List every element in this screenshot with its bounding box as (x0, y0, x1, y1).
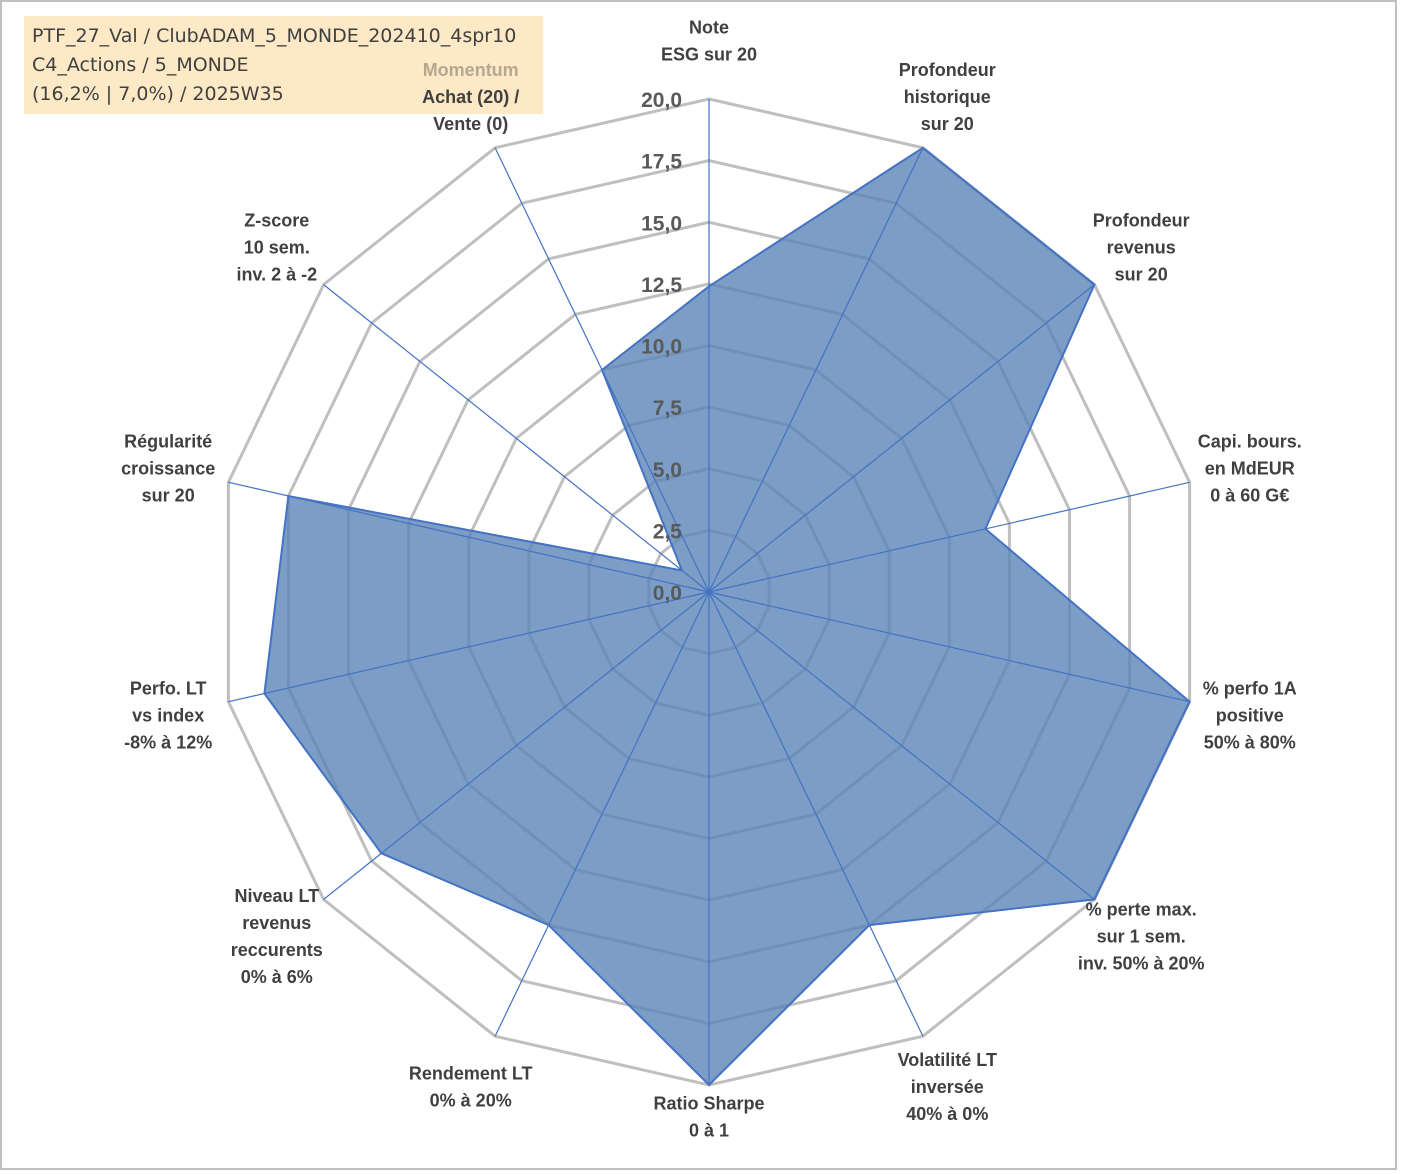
axis-label-group: Régularité croissance sur 20 (121, 432, 215, 506)
axis-label: reccurents (231, 940, 323, 960)
axis-label: 0 à 1 (689, 1121, 729, 1141)
axis-spoke (494, 147, 710, 593)
axis-label: Volatilité LT (898, 1050, 997, 1070)
axis-label: Note (689, 18, 729, 38)
tick-label: 17,5 (641, 151, 682, 174)
axis-label: Vente (0) (433, 114, 508, 134)
axis-spoke (708, 147, 924, 593)
axis-label-group: Note ESG sur 20 (661, 18, 757, 65)
axis-label: Z-score (244, 210, 309, 230)
title-line-2: C4_Actions / 5_MONDE (32, 54, 249, 76)
portfolio-title-box: PTF_27_Val / ClubADAM_5_MONDE_202410_4sp… (24, 16, 543, 114)
axis-label-group: Perfo. LT vs index -8% à 12% (124, 678, 212, 752)
axis-spoke (494, 591, 710, 1037)
axis-label: vs index (132, 705, 204, 725)
axis-label: ESG sur 20 (661, 45, 757, 65)
axis-label-group: Niveau LT revenus reccurents 0% à 6% (231, 886, 323, 987)
axis-label: sur 1 sem. (1097, 927, 1186, 947)
tick-label: 15,0 (641, 212, 682, 235)
axis-label-group: Ratio Sharpe 0 à 1 (653, 1094, 764, 1141)
data-area (263, 146, 1191, 1087)
axis-label: en MdEUR (1205, 459, 1295, 479)
axis-spoke (323, 591, 710, 900)
axis-label: Momentum (423, 60, 519, 80)
axis-label-group: Capi. bours. en MdEUR 0 à 60 G€ (1198, 432, 1302, 506)
axis-spoke (228, 481, 710, 593)
axis-label: inv. 2 à -2 (236, 264, 317, 284)
axis-label-group: Volatilité LT inversée 40% à 0% (898, 1050, 997, 1124)
axis-label-group: % perfo 1A positive 50% à 80% (1203, 678, 1297, 752)
axis-label-group: Profondeur historique sur 20 (899, 60, 996, 134)
axis-label: historique (904, 87, 991, 107)
axis-label: sur 20 (921, 114, 974, 134)
axis-label: 0 à 60 G€ (1210, 486, 1289, 506)
tick-label: 0,0 (653, 582, 682, 605)
axis-label: 10 sem. (244, 237, 310, 257)
axis-label: positive (1216, 705, 1284, 725)
axis-label: Ratio Sharpe (653, 1094, 764, 1114)
axis-label: revenus (1107, 237, 1176, 257)
tick-label: 2,5 (653, 520, 683, 543)
tick-label: 7,5 (653, 397, 683, 420)
axis-label: croissance (121, 459, 215, 479)
axis-spoke (708, 591, 924, 1037)
axis-label: revenus (242, 913, 311, 933)
axis-spoke (228, 591, 710, 703)
axis-label: 50% à 80% (1204, 732, 1296, 752)
tick-label: 10,0 (641, 336, 682, 359)
axis-label: 0% à 20% (430, 1090, 512, 1110)
tick-label: 12,5 (641, 274, 682, 297)
axis-label: Profondeur (899, 60, 996, 80)
axis-label: Capi. bours. (1198, 432, 1302, 452)
title-line-3: (16,2% | 7,0%) / 2025W35 (32, 83, 284, 105)
axis-spoke (708, 591, 1190, 703)
axis-label: Achat (20) / (422, 87, 519, 107)
axis-label: Rendement LT (409, 1063, 533, 1083)
axis-label: sur 20 (142, 486, 195, 506)
axis-label: Niveau LT (234, 886, 319, 906)
axis-spoke (708, 591, 1095, 900)
axis-spoke (708, 284, 1095, 593)
axis-label: -8% à 12% (124, 732, 212, 752)
axis-label-group: Momentum Achat (20) / Vente (0) (422, 60, 519, 134)
axis-label: inversée (911, 1077, 984, 1097)
axis-label: 40% à 0% (906, 1104, 988, 1124)
axis-label-group: Z-score 10 sem. inv. 2 à -2 (236, 210, 317, 284)
axis-label-group: Profondeur revenus sur 20 (1093, 210, 1190, 284)
axis-spoke (708, 481, 1190, 593)
axis-label-group: % perte max. sur 1 sem. inv. 50% à 20% (1078, 900, 1205, 974)
axis-label: Régularité (124, 432, 212, 452)
title-line-1: PTF_27_Val / ClubADAM_5_MONDE_202410_4sp… (32, 25, 517, 47)
axis-spoke (323, 284, 710, 593)
axis-label: 0% à 6% (241, 967, 313, 987)
axis-label: Profondeur (1093, 210, 1190, 230)
axis-label: Perfo. LT (130, 678, 207, 698)
axis-label-group: Rendement LT 0% à 20% (409, 1063, 533, 1110)
axis-label: % perte max. (1086, 900, 1197, 920)
axis-label: sur 20 (1115, 264, 1168, 284)
axis-label: % perfo 1A (1203, 678, 1297, 698)
axis-label: inv. 50% à 20% (1078, 954, 1205, 974)
tick-label: 20,0 (641, 89, 682, 112)
tick-label: 5,0 (653, 459, 682, 482)
